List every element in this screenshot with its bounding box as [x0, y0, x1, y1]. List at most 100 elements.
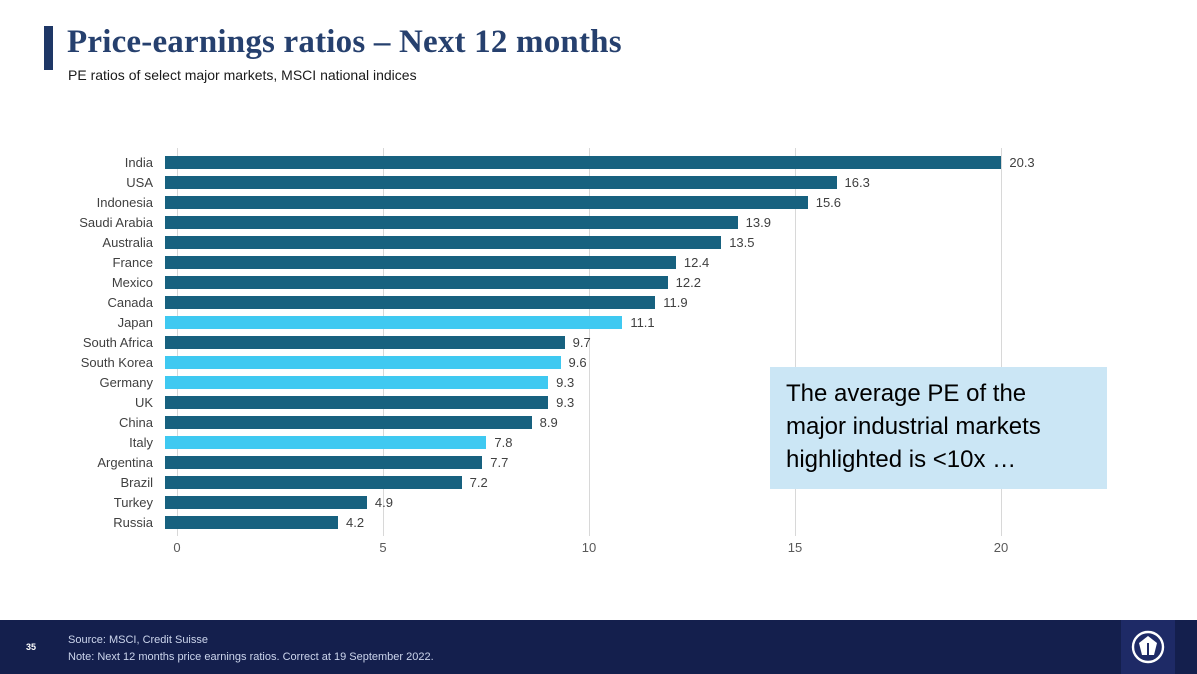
- x-tick-label: 10: [581, 540, 597, 555]
- page-number: 35: [26, 642, 37, 652]
- value-label: 12.2: [675, 274, 701, 290]
- category-label: France: [112, 254, 153, 270]
- bar-chart-container: India 20.3 USA 16.3 Indonesia 15.6 Saudi Arabi…: [0, 148, 1197, 562]
- x-tick-label: 5: [379, 540, 387, 555]
- bar: [165, 495, 367, 509]
- bar: [165, 255, 676, 269]
- category-label: Indonesia: [96, 194, 153, 210]
- value-label: 9.3: [556, 394, 575, 410]
- x-tick-label: 0: [173, 540, 181, 555]
- callout-box: The average PE of the major industrial m…: [770, 367, 1107, 489]
- category-label: South Africa: [82, 334, 153, 350]
- bar-chart: India 20.3 USA 16.3 Indonesia 15.6 Saudi Arabi…: [0, 148, 1197, 532]
- value-label: 9.6: [568, 354, 587, 370]
- source-text: Source: MSCI, Credit Suisse: [68, 634, 208, 646]
- chart-row: Indonesia 15.6: [0, 192, 1197, 212]
- chart-row: Germany 9.3: [0, 372, 1197, 392]
- bar: [165, 275, 668, 289]
- bar: [165, 375, 549, 389]
- bar: [165, 355, 561, 369]
- value-label: 4.9: [374, 494, 393, 510]
- value-label: 11.9: [663, 294, 688, 310]
- category-label: Brazil: [120, 474, 153, 490]
- category-label: Argentina: [97, 454, 153, 470]
- category-label: China: [119, 414, 153, 430]
- value-label: 9.3: [556, 374, 575, 390]
- page-subtitle: PE ratios of select major markets, MSCI …: [68, 67, 417, 83]
- value-label: 13.9: [745, 214, 771, 230]
- bar: [165, 335, 565, 349]
- chart-row: South Korea 9.6: [0, 352, 1197, 372]
- gridline: [795, 148, 796, 536]
- bar: [165, 195, 808, 209]
- value-label: 11.1: [630, 314, 655, 330]
- category-label: Australia: [102, 234, 153, 250]
- value-label: 15.6: [815, 194, 842, 210]
- footer-bar: 35 Source: MSCI, Credit Suisse Note: Nex…: [0, 620, 1197, 674]
- chart-row: Russia 4.2: [0, 512, 1197, 532]
- chart-row: USA 16.3: [0, 172, 1197, 192]
- category-label: Japan: [117, 314, 153, 330]
- chart-row: Italy 7.8: [0, 432, 1197, 452]
- bar: [165, 215, 738, 229]
- page-title: Price-earnings ratios – Next 12 months: [67, 24, 622, 60]
- x-tick-label: 15: [787, 540, 803, 555]
- bar: [165, 435, 487, 449]
- bar: [165, 395, 549, 409]
- category-label: Italy: [129, 434, 153, 450]
- category-label: Germany: [99, 374, 153, 390]
- x-tick-label: 20: [993, 540, 1009, 555]
- chart-row: Brazil 7.2: [0, 472, 1197, 492]
- chart-row: Australia 13.5: [0, 232, 1197, 252]
- category-label: Turkey: [113, 494, 153, 510]
- chart-row: Canada 11.9: [0, 292, 1197, 312]
- bar: [165, 295, 656, 309]
- value-label: 20.3: [1009, 154, 1035, 170]
- category-label: Canada: [107, 294, 153, 310]
- bar: [165, 475, 462, 489]
- category-label: South Korea: [80, 354, 153, 370]
- chart-row: Saudi Arabia 13.9: [0, 212, 1197, 232]
- value-label: 7.8: [494, 434, 513, 450]
- gridline: [1001, 148, 1002, 536]
- category-label: UK: [134, 394, 153, 410]
- category-label: Mexico: [111, 274, 153, 290]
- bar: [165, 175, 837, 189]
- x-axis: 0 5 10 15 20: [173, 540, 1197, 562]
- chart-row: France 12.4: [0, 252, 1197, 272]
- category-label: USA: [126, 174, 153, 190]
- chart-row: India 20.3: [0, 152, 1197, 172]
- gridline: [589, 148, 590, 536]
- bar: [165, 415, 532, 429]
- chart-row: Argentina 7.7: [0, 452, 1197, 472]
- value-label: 9.7: [572, 334, 591, 350]
- chart-row: South Africa 9.7: [0, 332, 1197, 352]
- category-label: India: [124, 154, 153, 170]
- value-label: 4.2: [346, 514, 365, 530]
- footer-source-note: Source: MSCI, Credit Suisse Note: Next 1…: [68, 632, 434, 665]
- value-label: 7.2: [469, 474, 488, 490]
- value-label: 8.9: [539, 414, 558, 430]
- chart-row: China 8.9: [0, 412, 1197, 432]
- chart-row: Japan 11.1: [0, 312, 1197, 332]
- value-label: 13.5: [729, 234, 755, 250]
- callout-text: The average PE of the major industrial m…: [786, 380, 1041, 474]
- note-text: Note: Next 12 months price earnings rati…: [68, 650, 434, 663]
- value-label: 7.7: [490, 454, 509, 470]
- category-label: Russia: [113, 514, 153, 530]
- chart-row: UK 9.3: [0, 392, 1197, 412]
- logo-emblem: [1131, 630, 1165, 664]
- value-label: 12.4: [683, 254, 710, 270]
- category-label: Saudi Arabia: [79, 214, 153, 230]
- credit-suisse-logo: [1121, 620, 1175, 674]
- chart-row: Mexico 12.2: [0, 272, 1197, 292]
- value-label: 16.3: [844, 174, 870, 190]
- bar: [165, 235, 722, 249]
- title-accent-bar: [44, 26, 53, 70]
- bar: [165, 155, 1002, 169]
- bar: [165, 315, 623, 329]
- chart-row: Turkey 4.9: [0, 492, 1197, 512]
- bar: [165, 515, 339, 529]
- bar: [165, 455, 483, 469]
